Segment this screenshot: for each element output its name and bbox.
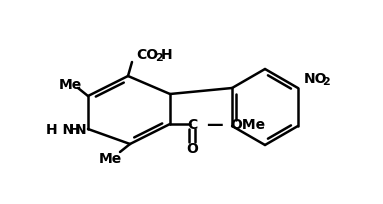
Text: OMe: OMe [230, 118, 265, 131]
Text: C: C [187, 118, 197, 131]
Text: O: O [186, 141, 198, 155]
Text: NO: NO [304, 72, 327, 86]
Text: N: N [74, 122, 86, 136]
Text: H: H [161, 48, 173, 62]
Text: H N: H N [46, 122, 74, 136]
Text: Me: Me [98, 151, 122, 165]
Text: —: — [206, 115, 222, 133]
Text: H: H [69, 122, 80, 136]
Text: CO: CO [136, 48, 158, 62]
Text: 2: 2 [322, 77, 330, 86]
Text: Me: Me [58, 78, 82, 92]
Text: 2: 2 [155, 53, 163, 63]
